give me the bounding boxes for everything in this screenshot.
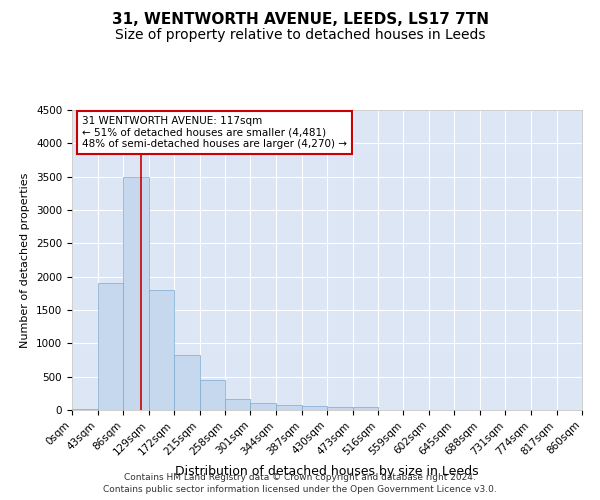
Bar xyxy=(327,406,353,410)
Bar xyxy=(302,406,327,410)
Y-axis label: Number of detached properties: Number of detached properties xyxy=(20,172,31,348)
Bar xyxy=(276,406,302,410)
Text: Contains HM Land Registry data © Crown copyright and database right 2024.: Contains HM Land Registry data © Crown c… xyxy=(124,472,476,482)
Text: 31, WENTWORTH AVENUE, LEEDS, LS17 7TN: 31, WENTWORTH AVENUE, LEEDS, LS17 7TN xyxy=(112,12,488,28)
Text: Contains public sector information licensed under the Open Government Licence v3: Contains public sector information licen… xyxy=(103,485,497,494)
Text: Size of property relative to detached houses in Leeds: Size of property relative to detached ho… xyxy=(115,28,485,42)
Bar xyxy=(225,398,251,410)
Bar xyxy=(174,354,199,410)
Bar xyxy=(353,408,378,410)
Bar xyxy=(123,176,149,410)
Text: 31 WENTWORTH AVENUE: 117sqm
← 51% of detached houses are smaller (4,481)
48% of : 31 WENTWORTH AVENUE: 117sqm ← 51% of det… xyxy=(82,116,347,149)
X-axis label: Distribution of detached houses by size in Leeds: Distribution of detached houses by size … xyxy=(175,465,479,478)
Bar xyxy=(72,409,97,410)
Bar xyxy=(149,290,174,410)
Bar xyxy=(199,380,225,410)
Bar xyxy=(251,404,276,410)
Bar xyxy=(97,284,123,410)
